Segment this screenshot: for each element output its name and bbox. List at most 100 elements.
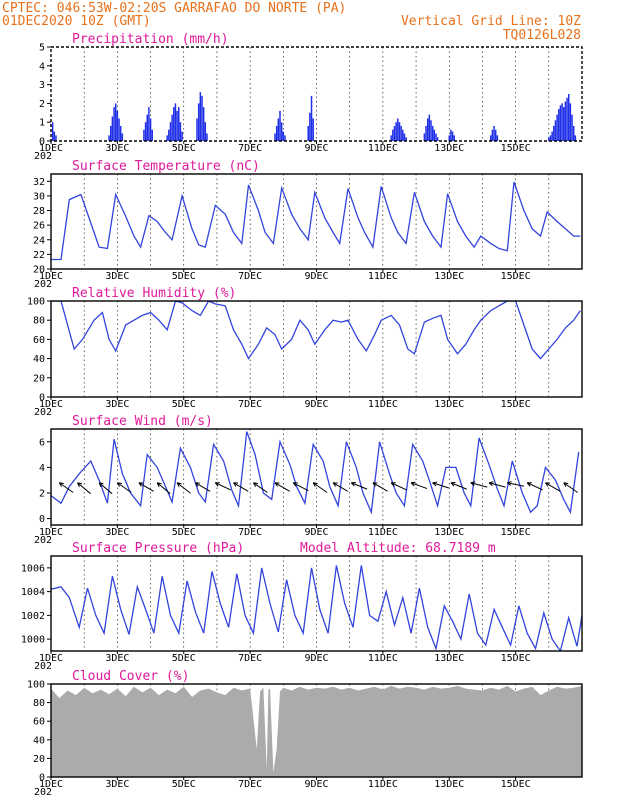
precip-bar: [423, 133, 426, 141]
precip-bar: [121, 133, 124, 141]
precip-bar: [558, 109, 560, 141]
precip-bar: [151, 129, 153, 141]
precip-bar: [148, 107, 150, 141]
temperature-xtick-label: 9DEC: [304, 271, 328, 282]
precip-bar: [400, 125, 402, 141]
precip-bar: [111, 116, 114, 141]
precip-bar: [108, 135, 110, 141]
precip-bar: [168, 129, 170, 141]
wind-xtick-label: 3DEC: [105, 527, 129, 538]
precip-bar: [307, 125, 309, 141]
precip-bar: [173, 107, 175, 141]
cloud-frame: [50, 683, 583, 778]
precip-bar: [435, 133, 437, 141]
pressure-xtick-label: 9DEC: [304, 653, 328, 664]
temperature-xtick-label: 1DEC: [39, 271, 63, 282]
precip-bar: [398, 122, 401, 141]
pressure-xtick-label: 1DEC: [39, 653, 63, 664]
precip-bar: [561, 103, 563, 141]
wind-xtick-label: 1DEC: [39, 527, 63, 538]
precip-bar: [431, 125, 434, 141]
precip-bar: [114, 103, 117, 141]
temperature-ytick-label: 32: [33, 177, 45, 188]
temperature-ytick-label: 24: [33, 235, 45, 246]
pressure-xtick-label: 5DEC: [172, 653, 196, 664]
precip-bar: [433, 129, 436, 141]
precip-bar: [572, 125, 575, 141]
precip-bar: [574, 135, 577, 141]
precip-bar: [551, 131, 553, 141]
precip-bar: [566, 97, 568, 141]
precip-bar: [178, 107, 180, 141]
precip-ytick-label: 3: [39, 80, 45, 91]
humidity-ytick-label: 40: [33, 354, 45, 365]
precip-bar: [426, 118, 429, 141]
precip-bar: [569, 103, 572, 141]
precip-xtick-label: 1DEC: [39, 143, 63, 154]
precip-panel: Precipitation (mm/h) 0 1 2 3 4 5 1DEC 3DEC 5DEC 7D…: [34, 32, 583, 162]
cloud-plot: [51, 685, 582, 777]
pressure-ytick-label: 1000: [21, 635, 45, 646]
precip-xtick-label: 5DEC: [172, 143, 196, 154]
precip-bar: [402, 129, 404, 141]
precip-bar: [171, 114, 173, 141]
precip-bar: [176, 110, 178, 141]
precip-bar: [548, 137, 550, 141]
humidity-xtick-label: 3DEC: [105, 399, 129, 410]
precip-bar: [166, 135, 168, 141]
wind-vector-arrow: [292, 482, 309, 492]
wind-ytick-label: 6: [39, 437, 45, 448]
header-grid-note: Vertical Grid Line: 10Z: [401, 14, 581, 29]
cloud-xtick-label: 9DEC: [304, 779, 328, 790]
wind-vector-arrow: [350, 481, 368, 490]
wind-vector-arrow: [58, 482, 74, 493]
cloud-ytick-label: 100: [27, 680, 45, 691]
pressure-ytick-label: 1002: [21, 611, 45, 622]
wind-series-line: [51, 431, 580, 515]
precip-bar: [179, 122, 182, 141]
wind-vector-arrow: [156, 482, 171, 495]
precip-bar: [493, 125, 495, 141]
temperature-xtick-label: 15DEC: [501, 271, 531, 282]
precip-bar: [425, 125, 427, 141]
wind-ytick-label: 4: [39, 463, 45, 474]
wind-vector-arrow: [390, 482, 407, 491]
cloud-ytick-label: 60: [33, 717, 45, 728]
cloud-panel: Cloud Cover (%) 0 20 40 60 80 100 1DEC 3DEC 5DEC 7…: [27, 669, 583, 798]
temperature-title: Surface Temperature (nC): [72, 159, 260, 174]
precip-bar: [567, 94, 570, 141]
precip-bar: [450, 129, 452, 141]
precip-ytick-label: 0: [39, 137, 45, 148]
temperature-ytick-label: 26: [33, 221, 45, 232]
panels: Precipitation (mm/h) 0 1 2 3 4 5 1DEC 3DEC 5DEC 7D…: [21, 32, 583, 798]
humidity-ytick-label: 100: [27, 297, 45, 308]
pressure-series-line: [51, 565, 582, 651]
humidity-year-stub: 202: [34, 407, 52, 418]
humidity-xtick-label: 7DEC: [238, 399, 262, 410]
precip-bar: [556, 114, 558, 141]
precip-plot: [51, 92, 577, 141]
precip-ytick-label: 5: [39, 43, 45, 54]
precip-xtick-label: 15DEC: [501, 143, 531, 154]
precip-bar: [453, 135, 455, 141]
precip-bar: [310, 95, 313, 141]
wind-year-stub: 202: [34, 535, 52, 546]
precip-bar: [559, 105, 562, 141]
wind-vector-arrow: [410, 481, 428, 490]
precip-bar: [181, 131, 183, 141]
wind-vector-arrow: [432, 481, 449, 489]
temperature-ytick-label: 22: [33, 250, 45, 261]
wind-vector-arrow: [450, 481, 467, 490]
header-model-id: TQ0126L028: [503, 28, 581, 43]
temperature-panel: Surface Temperature (nC) 20 22 24 26 28 30 32 1D…: [33, 159, 583, 290]
humidity-xtick-label: 11DEC: [368, 399, 398, 410]
precip-bar: [563, 107, 565, 141]
temperature-plot: [51, 181, 581, 261]
pressure-year-stub: 202: [34, 661, 52, 672]
temperature-series-line: [51, 181, 581, 261]
temperature-xtick-label: 11DEC: [368, 271, 398, 282]
precip-bar: [113, 107, 115, 141]
humidity-series-line: [51, 301, 581, 360]
precip-bar: [197, 103, 200, 141]
humidity-xtick-label: 15DEC: [501, 399, 531, 410]
